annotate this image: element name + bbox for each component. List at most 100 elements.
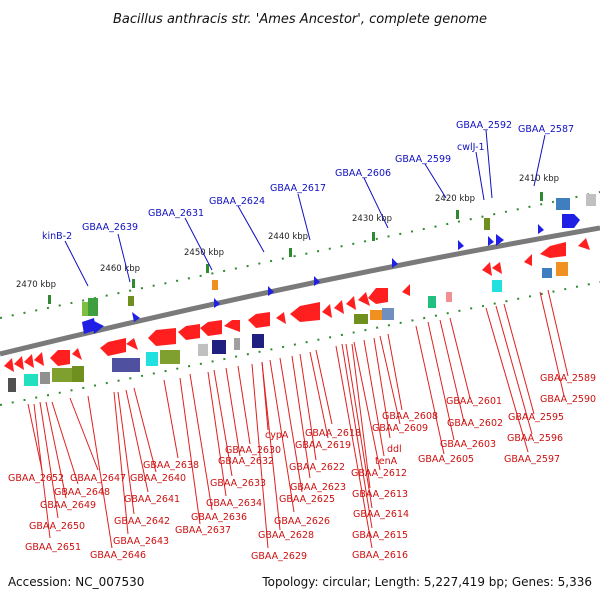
reverse-gene bbox=[4, 358, 14, 372]
kbp-tick bbox=[132, 279, 135, 288]
feature-block bbox=[112, 358, 140, 372]
reverse-gene bbox=[524, 254, 532, 266]
gene-label: GBAA_2617 bbox=[270, 183, 326, 194]
feature-block bbox=[428, 296, 436, 308]
feature-block bbox=[556, 198, 570, 210]
kbp-tick bbox=[289, 248, 292, 257]
forward-gene bbox=[92, 320, 104, 334]
gene-label: GBAA_2628 bbox=[258, 530, 314, 541]
reverse-gene bbox=[50, 350, 70, 366]
gene-label: GBAA_2599 bbox=[395, 154, 451, 165]
forward-label-leaders bbox=[64, 129, 546, 287]
reverse-gene bbox=[334, 300, 344, 314]
kbp-labels: 2470 kbp 2460 kbp 2450 kbp 2440 kbp 2430… bbox=[16, 174, 559, 290]
reverse-gene bbox=[482, 262, 492, 276]
gene-label: GBAA_2589 bbox=[540, 373, 596, 384]
feature-block bbox=[88, 298, 98, 316]
gene-label: GBAA_2648 bbox=[54, 487, 110, 498]
reverse-gene bbox=[100, 338, 126, 356]
gene-label: GBAA_2632 bbox=[218, 456, 274, 467]
forward-gene-labels: kinB-2 GBAA_2639 GBAA_2631 GBAA_2624 GBA… bbox=[42, 120, 574, 242]
kbp-label: 2420 kbp bbox=[435, 194, 475, 204]
feature-block bbox=[370, 310, 382, 320]
forward-gene bbox=[538, 224, 544, 234]
gene-label: GBAA_2602 bbox=[447, 418, 503, 429]
gene-label: GBAA_2642 bbox=[114, 516, 170, 527]
reverse-gene bbox=[178, 324, 200, 340]
reverse-gene bbox=[24, 354, 34, 368]
reverse-gene bbox=[34, 352, 44, 366]
gene-label: GBAA_2643 bbox=[113, 536, 169, 547]
kbp-major-ticks bbox=[48, 192, 543, 304]
gene-label: GBAA_2647 bbox=[70, 473, 126, 484]
gene-label: GBAA_2626 bbox=[274, 516, 330, 527]
gene-label: GBAA_2613 bbox=[352, 489, 408, 500]
gene-label: GBAA_2629 bbox=[251, 551, 307, 562]
gene-label: GBAA_2606 bbox=[335, 168, 391, 179]
feature-block bbox=[446, 292, 452, 302]
kbp-tick bbox=[48, 295, 51, 304]
reverse-gene bbox=[14, 356, 24, 370]
reverse-gene bbox=[200, 320, 222, 336]
reverse-gene bbox=[578, 238, 590, 250]
gene-label: GBAA_2616 bbox=[352, 550, 408, 561]
reverse-gene bbox=[148, 328, 176, 346]
gene-label: GBAA_2639 bbox=[82, 222, 138, 233]
reverse-gene bbox=[224, 320, 240, 332]
gene-label: GBAA_2650 bbox=[29, 521, 85, 532]
forward-gene bbox=[214, 298, 220, 308]
gene-label: GBAA_2597 bbox=[504, 454, 560, 465]
forward-gene bbox=[496, 234, 504, 246]
reverse-gene bbox=[540, 242, 566, 258]
gene-label: GBAA_2622 bbox=[289, 462, 345, 473]
gene-label: tenA bbox=[375, 456, 398, 467]
kbp-tick bbox=[456, 210, 459, 219]
feature-blocks bbox=[8, 194, 596, 392]
kbp-label: 2440 kbp bbox=[268, 232, 308, 242]
gene-label: GBAA_2595 bbox=[508, 412, 564, 423]
kbp-label: 2430 kbp bbox=[352, 214, 392, 224]
gene-label: GBAA_2637 bbox=[175, 525, 231, 536]
feature-block bbox=[382, 308, 394, 320]
feature-block bbox=[542, 268, 552, 278]
reverse-genes-lower bbox=[4, 348, 82, 372]
reverse-gene-labels: GBAA_2652 GBAA_2651 GBAA_2650 GBAA_2649 … bbox=[8, 373, 596, 562]
gene-label: GBAA_2652 bbox=[8, 473, 64, 484]
forward-gene bbox=[314, 276, 320, 286]
forward-genes bbox=[82, 214, 580, 334]
gene-label: GBAA_2618 bbox=[305, 428, 361, 439]
feature-block bbox=[212, 280, 218, 290]
genome-backbone bbox=[0, 225, 600, 357]
map-title: Bacillus anthracis str. 'Ames Ancestor',… bbox=[113, 12, 487, 27]
feature-block bbox=[24, 374, 38, 386]
feature-block bbox=[8, 378, 16, 392]
gene-label: GBAA_2631 bbox=[148, 208, 204, 219]
gene-label: GBAA_2592 bbox=[456, 120, 512, 131]
feature-block bbox=[556, 262, 568, 276]
reverse-gene bbox=[322, 304, 332, 318]
gene-label: GBAA_2640 bbox=[130, 473, 186, 484]
feature-block bbox=[146, 352, 158, 366]
gene-label: GBAA_2608 bbox=[382, 411, 438, 422]
gene-label: GBAA_2651 bbox=[25, 542, 81, 553]
reverse-gene bbox=[368, 288, 388, 304]
feature-block bbox=[160, 350, 180, 364]
reverse-gene bbox=[346, 296, 356, 310]
gene-label: GBAA_2609 bbox=[372, 423, 428, 434]
gene-label: GBAA_2623 bbox=[290, 482, 346, 493]
kbp-tick bbox=[372, 232, 375, 241]
kbp-tick bbox=[206, 264, 209, 273]
gene-label: GBAA_2634 bbox=[206, 498, 262, 509]
reverse-gene bbox=[248, 312, 270, 328]
kbp-label: 2460 kbp bbox=[100, 264, 140, 274]
gene-label: GBAA_2638 bbox=[143, 460, 199, 471]
gene-label: GBAA_2630 bbox=[225, 445, 281, 456]
gene-label: GBAA_2625 bbox=[279, 494, 335, 505]
forward-gene bbox=[132, 312, 140, 322]
gene-label: GBAA_2601 bbox=[446, 396, 502, 407]
gene-label: GBAA_2596 bbox=[507, 433, 563, 444]
kbp-label: 2450 kbp bbox=[184, 248, 224, 258]
gene-label: cypA bbox=[265, 430, 289, 441]
gene-label: GBAA_2641 bbox=[124, 494, 180, 505]
